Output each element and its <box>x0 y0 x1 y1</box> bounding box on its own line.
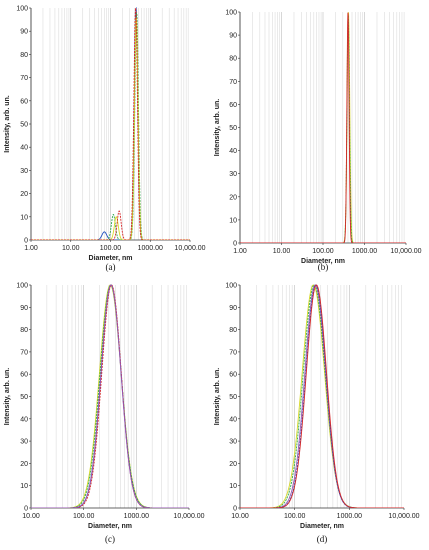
x-tick-label: 1000.00 <box>352 248 377 255</box>
y-tick-label: 100 <box>16 6 28 13</box>
y-tick-label: 40 <box>229 148 237 155</box>
x-tick-label: 10,000.00 <box>173 513 204 520</box>
y-tick-label: 60 <box>20 98 28 105</box>
grid <box>239 285 402 508</box>
y-tick-label: 100 <box>225 10 237 17</box>
y-axis-label: Intensity, arb. un. <box>4 368 11 425</box>
y-tick-label: 100 <box>225 283 237 290</box>
chart-panel-a: 0 10 20 30 40 50 60 70 80 90 100 1.00 10.00 100.00 100… <box>4 6 206 273</box>
y-tick-label: 80 <box>229 327 237 334</box>
y-tick-label: 70 <box>20 75 28 82</box>
series-line <box>240 284 404 508</box>
y-tick-label: 20 <box>229 194 237 201</box>
series-line <box>31 284 189 508</box>
y-axis-label: Intensity, arb. un. <box>214 368 221 425</box>
y-tick-label: 80 <box>20 327 28 334</box>
x-tick-label: 10.00 <box>231 513 249 520</box>
series-line <box>31 284 189 508</box>
x-tick-label: 10,000.00 <box>388 513 419 520</box>
y-axis-label: Intensity, arb. un. <box>4 95 11 152</box>
x-tick-label: 100.00 <box>312 248 334 255</box>
y-tick-label: 70 <box>229 79 237 86</box>
x-tick-label: 1.00 <box>24 245 38 252</box>
y-tick-label: 90 <box>229 305 237 312</box>
x-tick-label: 100.00 <box>284 513 306 520</box>
y-tick-label: 10 <box>229 483 237 490</box>
y-tick-label: 30 <box>20 168 28 175</box>
y-tick-label: 30 <box>229 171 237 178</box>
series-line <box>240 284 404 508</box>
y-tick-label: 80 <box>20 52 28 59</box>
y-tick-label: 60 <box>229 102 237 109</box>
x-tick-label: 100.00 <box>100 245 122 252</box>
x-axis-label: Diameter, nm <box>88 523 132 530</box>
series-line <box>31 284 189 508</box>
panel-label: (a) <box>106 262 116 272</box>
y-tick-label: 0 <box>233 506 237 513</box>
y-tick-label: 60 <box>229 372 237 379</box>
panel-label: (b) <box>318 262 329 272</box>
series-line <box>31 284 189 508</box>
panel-label: (d) <box>317 534 328 544</box>
x-axis-label: Diameter, nm <box>301 258 345 265</box>
y-tick-label: 0 <box>24 506 28 513</box>
y-tick-label: 90 <box>20 29 28 36</box>
x-tick-label: 1000.00 <box>138 245 163 252</box>
x-tick-label: 10.00 <box>273 248 291 255</box>
y-tick-label: 70 <box>20 349 28 356</box>
x-tick-label: 1000.00 <box>337 513 362 520</box>
chart-panel-d: 0 10 20 30 40 50 60 70 80 90 100 10.00 100.00 1000.00… <box>214 283 420 545</box>
x-axis-label: Diameter, nm <box>89 255 133 262</box>
y-tick-label: 20 <box>20 461 28 468</box>
x-tick-label: 1000.00 <box>124 513 149 520</box>
y-tick-label: 40 <box>229 416 237 423</box>
grid <box>30 8 189 240</box>
x-axis-label: Diameter, nm <box>300 523 344 530</box>
x-tick-label: 10,000.00 <box>174 245 205 252</box>
grid <box>30 285 187 508</box>
y-tick-label: 10 <box>20 214 28 221</box>
y-tick-label: 20 <box>20 191 28 198</box>
y-tick-label: 50 <box>20 394 28 401</box>
y-tick-label: 90 <box>20 305 28 312</box>
y-tick-label: 30 <box>20 439 28 446</box>
y-tick-label: 50 <box>20 122 28 129</box>
y-tick-label: 10 <box>20 483 28 490</box>
y-tick-label: 0 <box>233 241 237 248</box>
grid <box>239 12 405 243</box>
y-tick-label: 70 <box>229 349 237 356</box>
y-tick-label: 60 <box>20 372 28 379</box>
x-tick-label: 10,000.00 <box>390 248 421 255</box>
y-tick-label: 80 <box>229 56 237 63</box>
y-tick-label: 20 <box>229 461 237 468</box>
series-group <box>240 284 404 508</box>
y-tick-label: 90 <box>229 33 237 40</box>
chart-panel-c: 0 10 20 30 40 50 60 70 80 90 100 10.00 100.00 1000.00… <box>4 283 205 545</box>
y-tick-label: 0 <box>24 238 28 245</box>
y-tick-label: 100 <box>16 283 28 290</box>
series-group <box>31 284 189 508</box>
x-tick-label: 100.00 <box>73 513 95 520</box>
y-axis-label: Intensity, arb. un. <box>214 99 221 156</box>
x-tick-label: 1.00 <box>233 248 247 255</box>
x-tick-label: 10.00 <box>22 513 40 520</box>
y-tick-label: 40 <box>20 145 28 152</box>
y-tick-label: 40 <box>20 416 28 423</box>
chart-panel-b: 0 10 20 30 40 50 60 70 80 90 100 1.00 10.00 100.00 100… <box>214 10 422 273</box>
series-line <box>31 284 189 508</box>
series-group <box>31 7 190 240</box>
y-tick-label: 50 <box>229 394 237 401</box>
panel-label: (c) <box>105 534 115 544</box>
y-tick-label: 50 <box>229 125 237 132</box>
y-tick-label: 10 <box>229 217 237 224</box>
y-tick-label: 30 <box>229 439 237 446</box>
x-tick-label: 10.00 <box>62 245 80 252</box>
